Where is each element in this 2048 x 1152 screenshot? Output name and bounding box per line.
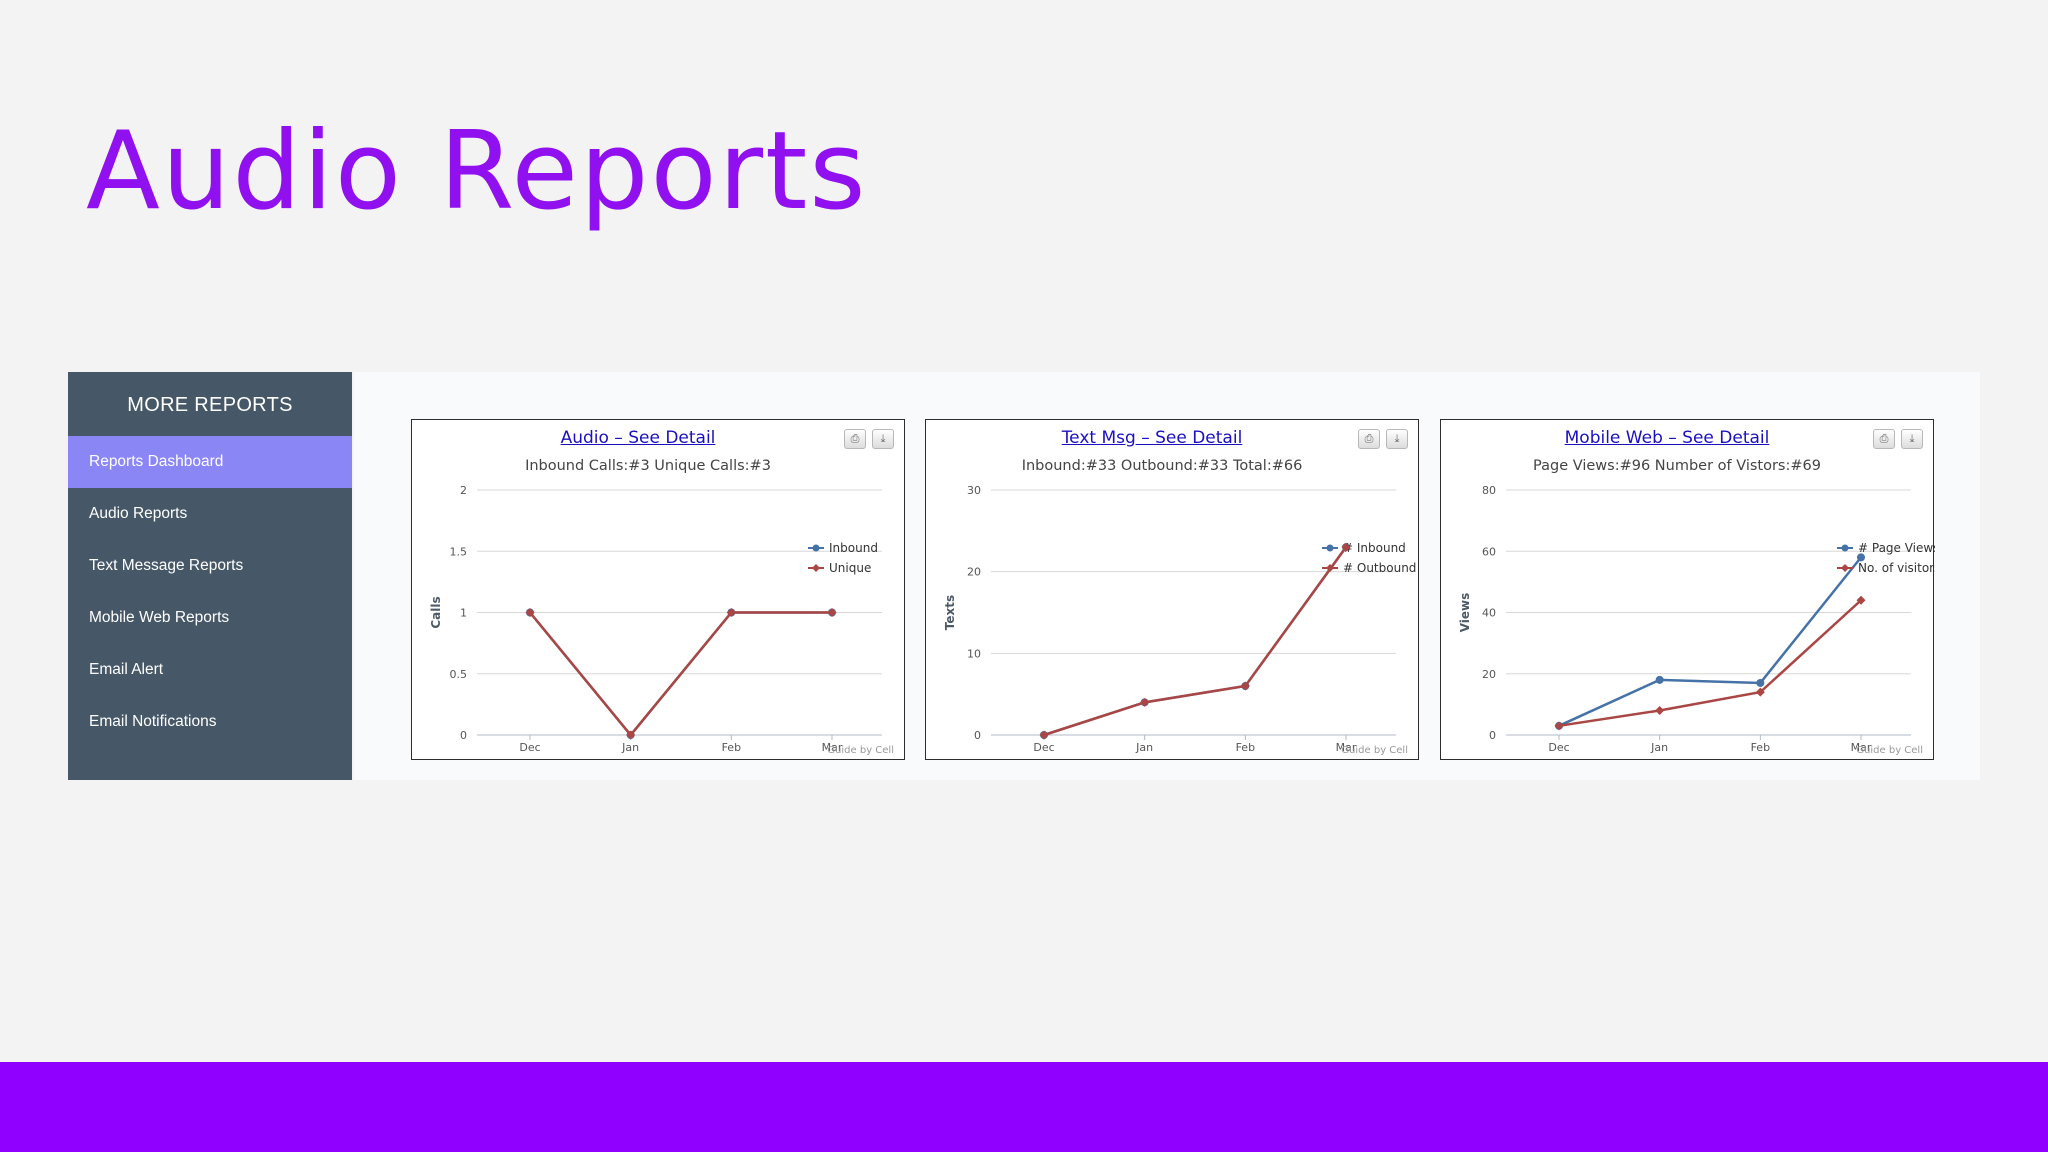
chart-credit[interactable]: Guide by Cell [1341, 745, 1408, 756]
data-point [726, 608, 736, 617]
sidebar-item-audio-reports[interactable]: Audio Reports [89, 505, 188, 522]
sidebar-item-reports-dashboard[interactable]: Reports Dashboard [68, 436, 352, 488]
legend-marker [812, 564, 820, 572]
series-line [1558, 556, 1862, 727]
legend-marker [1841, 564, 1849, 572]
legend-label: # Inbound [1343, 541, 1406, 555]
more-reports-sidebar: MORE REPORTS Reports Dashboard Audio Rep… [68, 372, 352, 780]
data-point [1341, 542, 1351, 552]
y-tick-label: 0 [974, 729, 981, 742]
export-chart-button[interactable]: ⤓ [872, 429, 894, 449]
data-point [1240, 681, 1250, 691]
text-msg-chart: 0 10 20 30 Dec Jan Feb Mar Texts # Inbound # Outbo… [943, 484, 1416, 754]
data-point [1856, 595, 1866, 605]
x-tick-label: Mar [822, 741, 843, 754]
slide-title: Audio Reports [86, 109, 868, 234]
y-tick-label: 10 [967, 647, 981, 660]
data-point [626, 730, 636, 740]
printer-icon: ⎙ [1364, 432, 1374, 445]
export-chart-button[interactable]: ⤓ [1386, 429, 1408, 449]
print-chart-button[interactable]: ⎙ [1873, 429, 1895, 449]
data-point [1039, 730, 1049, 740]
x-tick-label: Jan [1135, 741, 1153, 754]
y-tick-label: 80 [1482, 484, 1496, 497]
legend-label: Inbound [829, 541, 878, 555]
download-icon: ⤓ [1909, 432, 1915, 445]
y-tick-label: 1.5 [450, 545, 468, 558]
y-tick-label: 0 [1489, 729, 1496, 742]
x-tick-label: Mar [1336, 741, 1357, 754]
print-chart-button[interactable]: ⎙ [1358, 429, 1380, 449]
data-point [1554, 721, 1564, 731]
x-tick-label: Dec [1548, 741, 1569, 754]
x-tick-label: Dec [1033, 741, 1054, 754]
printer-icon: ⎙ [1879, 432, 1889, 445]
y-tick-label: 0 [460, 729, 467, 742]
audio-chart-subtitle: Inbound Calls:#3 Unique Calls:#3 [525, 458, 771, 474]
series-line [1043, 546, 1348, 737]
y-tick-label: 60 [1482, 545, 1496, 558]
sidebar-item-email-notifications[interactable]: Email Notifications [89, 713, 217, 730]
y-tick-label: 1 [460, 607, 467, 620]
y-axis-label: Views [1458, 593, 1472, 633]
legend-marker [1326, 544, 1334, 552]
legend-label: No. of visitors [1858, 561, 1935, 575]
data-point [1755, 687, 1765, 697]
x-tick-label: Feb [1751, 741, 1770, 754]
bottom-accent-bar [0, 1062, 2048, 1152]
legend-marker [1326, 564, 1334, 572]
printer-icon: ⎙ [850, 432, 860, 445]
text-msg-chart-subtitle: Inbound:#33 Outbound:#33 Total:#66 [1021, 458, 1303, 474]
series-line [529, 611, 832, 737]
y-tick-label: 0.5 [450, 668, 468, 681]
data-point [1857, 553, 1865, 562]
legend-marker [812, 544, 820, 552]
legend-label: # Page Views [1858, 541, 1935, 555]
export-chart-button[interactable]: ⤓ [1901, 429, 1923, 449]
legend-label: # Outbound [1343, 561, 1416, 575]
series-line [1558, 599, 1862, 728]
data-point [525, 608, 535, 617]
download-icon: ⤓ [880, 432, 886, 445]
chart-credit[interactable]: Guide by Cell [1856, 745, 1923, 756]
reports-panel: 0 0.5 1 1.5 2 Dec Jan Feb Mar Calls Inbound Unique … [354, 372, 1980, 780]
x-tick-label: Feb [1236, 741, 1255, 754]
data-point [827, 608, 837, 617]
series-line [1043, 546, 1348, 737]
x-tick-label: Jan [1650, 741, 1668, 754]
sidebar-item-text-message-reports[interactable]: Text Message Reports [89, 557, 244, 574]
x-tick-label: Mar [1851, 741, 1872, 754]
sidebar-title: MORE REPORTS [127, 394, 293, 416]
text-msg-chart-card: 0 10 20 30 Dec Jan Feb Mar Texts # Inbound # Outbo… [925, 419, 1419, 760]
data-point [1756, 678, 1765, 687]
mobile-web-chart-subtitle: Page Views:#96 Number of Vistors:#69 [1533, 458, 1821, 474]
mobile-web-chart: 0 20 40 60 80 Dec Jan Feb Mar Views # Page Views No… [1458, 484, 1935, 754]
text-msg-chart-title-link[interactable]: Text Msg – See Detail [1061, 428, 1243, 448]
y-tick-label: 2 [460, 484, 467, 497]
data-point [1140, 697, 1150, 707]
data-point [1655, 675, 1664, 684]
data-point [1655, 706, 1665, 715]
y-tick-label: 20 [1482, 668, 1496, 681]
legend-label: Unique [829, 561, 871, 575]
x-tick-label: Feb [722, 741, 741, 754]
y-tick-label: 20 [967, 566, 981, 579]
audio-chart: 0 0.5 1 1.5 2 Dec Jan Feb Mar Calls Inbound Unique [429, 484, 882, 754]
sidebar-item-mobile-web-reports[interactable]: Mobile Web Reports [89, 609, 230, 626]
legend-marker [1841, 544, 1849, 552]
mobile-web-chart-title-link[interactable]: Mobile Web – See Detail [1564, 428, 1770, 448]
sidebar-item-email-alert[interactable]: Email Alert [89, 661, 164, 678]
y-axis-label: Calls [429, 596, 443, 628]
chart-credit[interactable]: Guide by Cell [827, 745, 894, 756]
audio-chart-card: 0 0.5 1 1.5 2 Dec Jan Feb Mar Calls Inbound Unique … [411, 419, 905, 760]
mobile-web-chart-card: 0 20 40 60 80 Dec Jan Feb Mar Views # Page Views No… [1440, 419, 1935, 760]
download-icon: ⤓ [1394, 432, 1400, 445]
audio-chart-title-link[interactable]: Audio – See Detail [560, 428, 716, 448]
y-tick-label: 30 [967, 484, 981, 497]
y-axis-label: Texts [943, 595, 957, 630]
x-tick-label: Dec [519, 741, 540, 754]
y-tick-label: 40 [1482, 607, 1496, 620]
print-chart-button[interactable]: ⎙ [844, 429, 866, 449]
x-tick-label: Jan [621, 741, 639, 754]
